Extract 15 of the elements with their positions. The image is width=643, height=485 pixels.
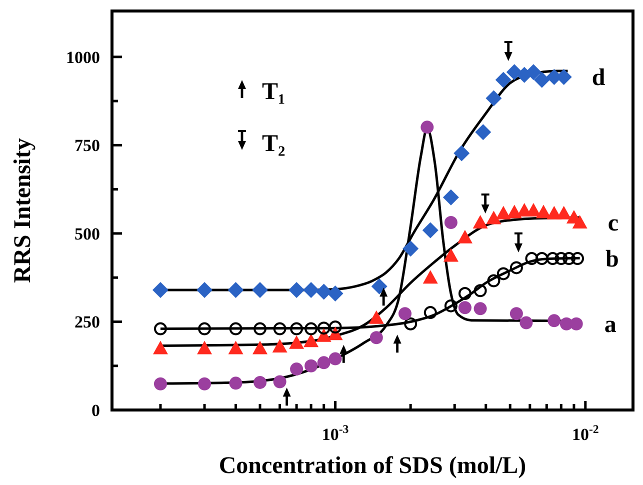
- x-tick-label: 10$^{-2}$: [572, 422, 599, 444]
- series-label: c: [608, 210, 619, 237]
- series-label: a: [604, 312, 616, 338]
- y-tick-label: 0: [92, 401, 100, 420]
- x-tick-label: 10$^{-3}$: [322, 422, 349, 444]
- y-tick-label: 500: [74, 224, 100, 244]
- y-axis-title: RRS Intensity: [10, 138, 36, 283]
- y-tick-label: 250: [74, 312, 100, 332]
- legend-label: T₁: [262, 79, 286, 105]
- y-tick-label: 1000: [66, 48, 100, 67]
- legend-label: T₂: [262, 131, 286, 157]
- series-label: d: [592, 65, 606, 92]
- series-label: b: [606, 246, 619, 273]
- y-tick-label: 750: [74, 136, 100, 156]
- x-axis-title: Concentration of SDS (mol/L): [218, 453, 526, 479]
